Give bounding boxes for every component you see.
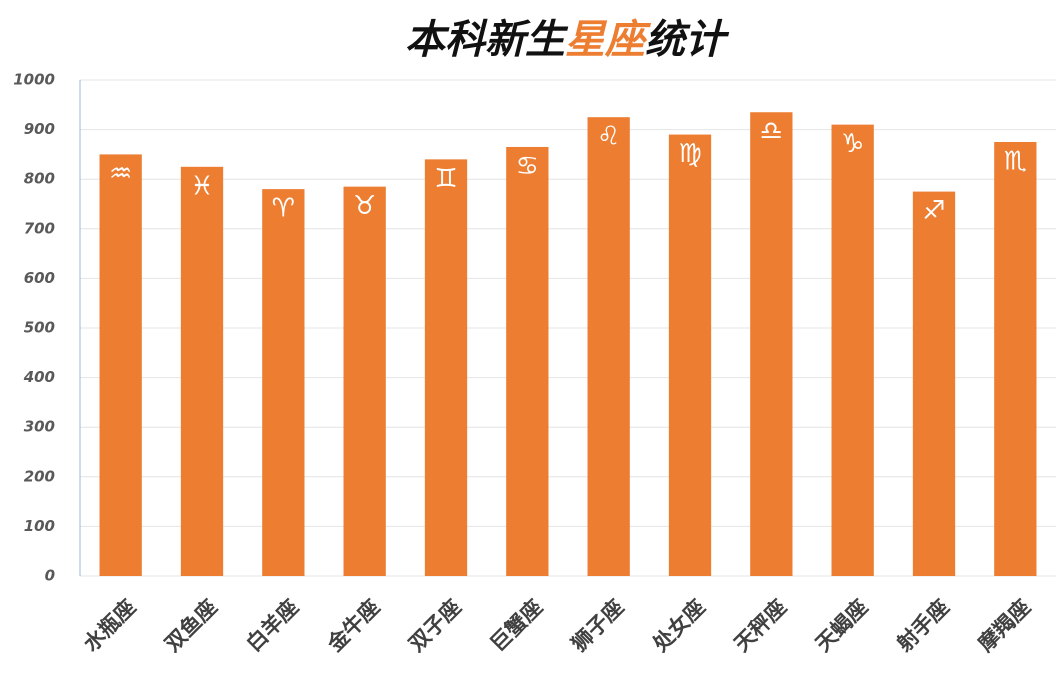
x-tick-label: 天蝎座 <box>811 595 873 657</box>
bar-symbol: ♐ <box>922 196 945 226</box>
bar-symbol: ♎ <box>760 117 783 147</box>
x-tick-label: 双鱼座 <box>160 595 222 657</box>
y-tick-label: 300 <box>24 418 55 436</box>
y-tick-label: 700 <box>24 219 55 237</box>
bar <box>587 117 630 576</box>
bar <box>750 112 793 577</box>
x-tick-label: 双子座 <box>404 595 466 657</box>
y-tick-label: 500 <box>24 319 55 337</box>
bar-symbol: ♋ <box>516 151 539 181</box>
title-part: 统计 <box>645 17 730 63</box>
bar-symbol: ♍ <box>678 139 701 169</box>
bar-symbol: ♌ <box>597 122 620 152</box>
title-part: 本科新生 <box>405 17 569 63</box>
bar-symbol: ♈ <box>272 194 295 224</box>
y-tick-label: 800 <box>24 170 55 188</box>
title-highlight: 星座 <box>565 17 652 63</box>
y-tick-label: 400 <box>23 368 55 386</box>
bar-symbol: ♒ <box>109 159 132 189</box>
bar-symbol: ♉ <box>353 191 376 221</box>
x-tick-label: 金牛座 <box>322 595 384 657</box>
y-tick-label: 600 <box>24 269 55 287</box>
bar-symbol: ♏ <box>1004 147 1027 177</box>
y-tick-label: 1000 <box>13 71 55 89</box>
bar <box>180 166 224 577</box>
bar <box>912 191 956 576</box>
x-tick-label: 白羊座 <box>242 595 304 657</box>
bar <box>99 154 142 576</box>
chart-title: 本科新生星座统计 <box>405 17 730 63</box>
bar <box>994 142 1037 576</box>
x-tick-label: 巨蟹座 <box>486 595 548 657</box>
bar <box>343 186 386 576</box>
x-tick-label: 狮子座 <box>567 595 629 657</box>
bar <box>668 134 712 576</box>
y-tick-label: 200 <box>24 467 55 485</box>
y-tick-label: 900 <box>24 120 55 138</box>
x-tick-label: 射手座 <box>892 595 954 657</box>
x-tick-label: 摩羯座 <box>974 595 1036 657</box>
x-tick-label: 天秤座 <box>730 595 792 657</box>
bar-symbol: ♓ <box>190 171 213 201</box>
x-tick-label: 处女座 <box>648 595 710 657</box>
bar <box>424 159 468 577</box>
y-tick-label: 0 <box>45 567 55 585</box>
bar <box>506 146 549 576</box>
bar-symbol: ♑ <box>841 129 864 159</box>
bar-symbol: ♊ <box>434 164 457 194</box>
bar <box>262 189 305 576</box>
bar <box>831 124 874 576</box>
x-tick-label: 水瓶座 <box>79 595 141 657</box>
y-tick-label: 100 <box>24 517 55 535</box>
